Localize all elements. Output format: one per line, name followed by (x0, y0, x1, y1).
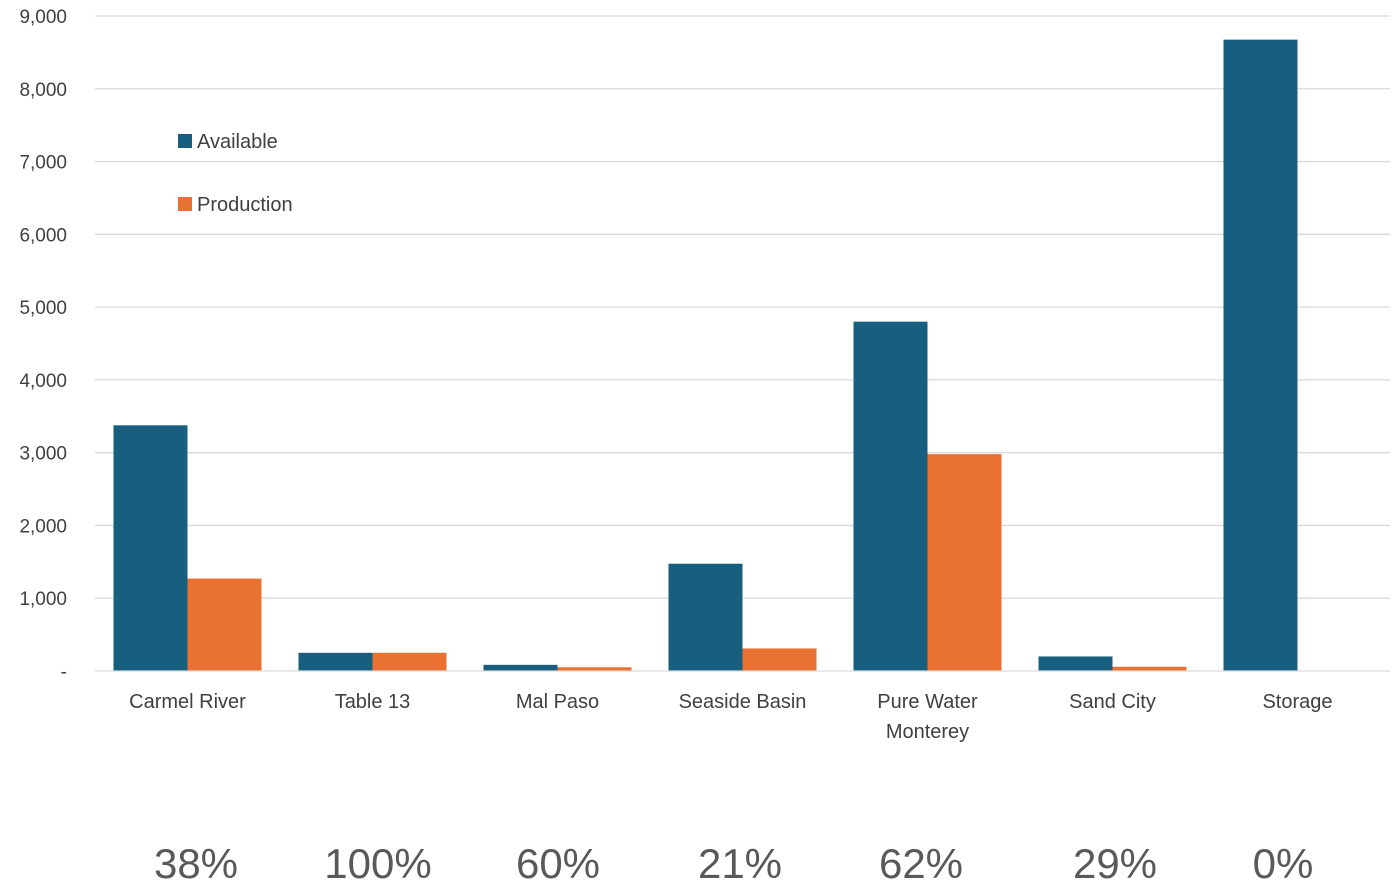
bar-available (669, 564, 743, 671)
bar-available (299, 653, 373, 671)
percent-label: 100% (324, 840, 431, 885)
legend-swatch-available (178, 134, 192, 148)
bar-available (484, 665, 558, 671)
y-tick-label: - (61, 662, 67, 683)
percent-label: 38% (154, 840, 238, 885)
legend-label-available: Available (197, 131, 278, 153)
x-tick-label: Storage (1262, 691, 1332, 713)
bar-available (1039, 656, 1113, 671)
bar-available (1224, 40, 1298, 671)
legend: Available Production (178, 131, 293, 216)
y-tick-label: 4,000 (19, 371, 67, 392)
percent-label: 21% (698, 840, 782, 885)
y-tick-label: 7,000 (19, 153, 67, 174)
gridlines (95, 16, 1390, 598)
bar-production (928, 454, 1002, 671)
bar-production (188, 579, 262, 671)
y-tick-label: 5,000 (19, 298, 67, 319)
x-tick-label: Sand City (1069, 691, 1156, 713)
y-tick-label: 8,000 (19, 80, 67, 101)
bars (114, 40, 1298, 671)
x-axis-labels: Carmel River Table 13 Mal Paso Seaside Basi… (129, 691, 1332, 743)
y-axis-ticks: - 1,000 2,000 3,000 4,000 5,000 6,000 7,000 8,00… (19, 7, 67, 683)
legend-label-production: Production (197, 194, 293, 216)
legend-swatch-production (178, 197, 192, 211)
percent-label: 60% (516, 840, 600, 885)
x-tick-label: Mal Paso (516, 691, 599, 713)
bar-available (114, 425, 188, 671)
x-tick-label: Pure Water Monterey (877, 691, 978, 743)
x-tick-label: Table 13 (335, 691, 411, 713)
bar-production (373, 653, 447, 671)
percent-label: 62% (879, 840, 963, 885)
percent-label: 29% (1073, 840, 1157, 885)
bar-production (743, 648, 817, 671)
percent-label: 0% (1253, 840, 1314, 885)
y-tick-label: 6,000 (19, 225, 67, 246)
x-tick-label: Carmel River (129, 691, 246, 713)
bar-available (854, 322, 928, 671)
y-tick-label: 3,000 (19, 444, 67, 465)
y-tick-label: 1,000 (19, 589, 67, 610)
percent-labels: 38% 100% 60% 21% 62% 29% 0% (154, 840, 1313, 885)
y-tick-label: 2,000 (19, 516, 67, 537)
x-tick-label: Seaside Basin (679, 691, 807, 713)
y-tick-label: 9,000 (19, 7, 67, 28)
